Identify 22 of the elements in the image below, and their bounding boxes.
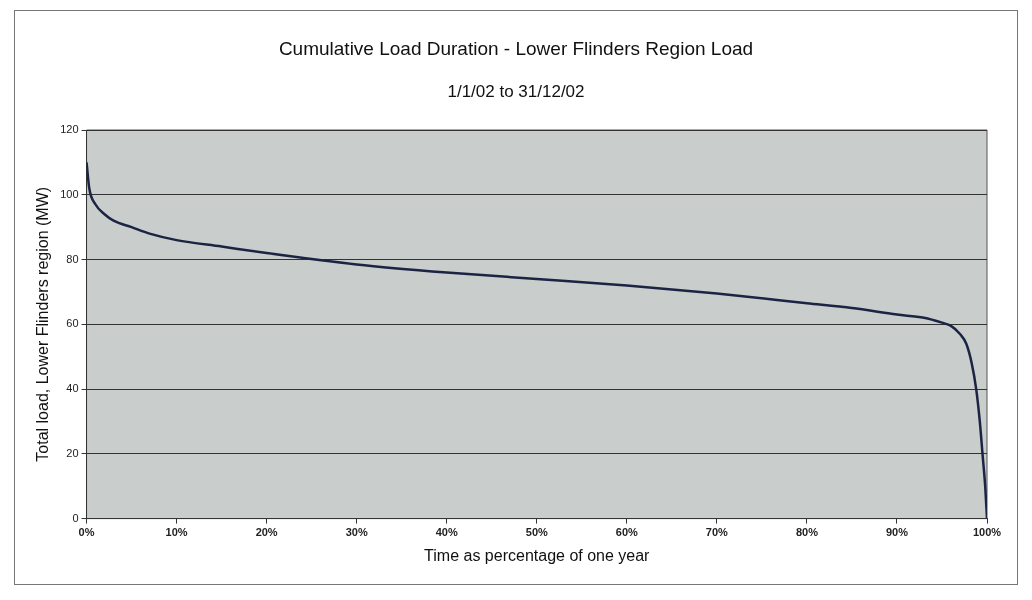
x-tick-label: 70% bbox=[705, 526, 729, 539]
x-tick-label: 0% bbox=[78, 526, 95, 539]
x-tick-label: 50% bbox=[525, 526, 548, 539]
chart-subtitle: 1/1/02 to 31/12/02 bbox=[446, 82, 586, 102]
x-axis-title: Time as percentage of one year bbox=[424, 546, 651, 564]
y-tick-label: 120 bbox=[60, 123, 79, 136]
chart-title: Cumulative Load Duration - Lower Flinders Region Load bbox=[277, 38, 755, 60]
y-tick-label: 60 bbox=[66, 317, 79, 330]
x-tick-label: 40% bbox=[435, 526, 458, 539]
y-tick-label: 20 bbox=[66, 446, 79, 459]
x-tick-label: 10% bbox=[165, 526, 188, 539]
x-tick-label: 20% bbox=[255, 526, 278, 539]
y-tick-label: 80 bbox=[66, 252, 79, 265]
y-tick-label: 0 bbox=[72, 511, 79, 524]
y-axis-title: Total load, Lower Flinders region (MW) bbox=[34, 186, 52, 462]
y-tick-label: 40 bbox=[66, 382, 79, 395]
x-tick-label: 80% bbox=[795, 526, 819, 539]
y-tick-label: 100 bbox=[60, 187, 79, 200]
x-tick-label: 60% bbox=[615, 526, 639, 539]
x-tick-label: 100% bbox=[972, 526, 1002, 539]
x-tick-label: 90% bbox=[885, 526, 909, 539]
x-tick-label: 30% bbox=[345, 526, 368, 539]
